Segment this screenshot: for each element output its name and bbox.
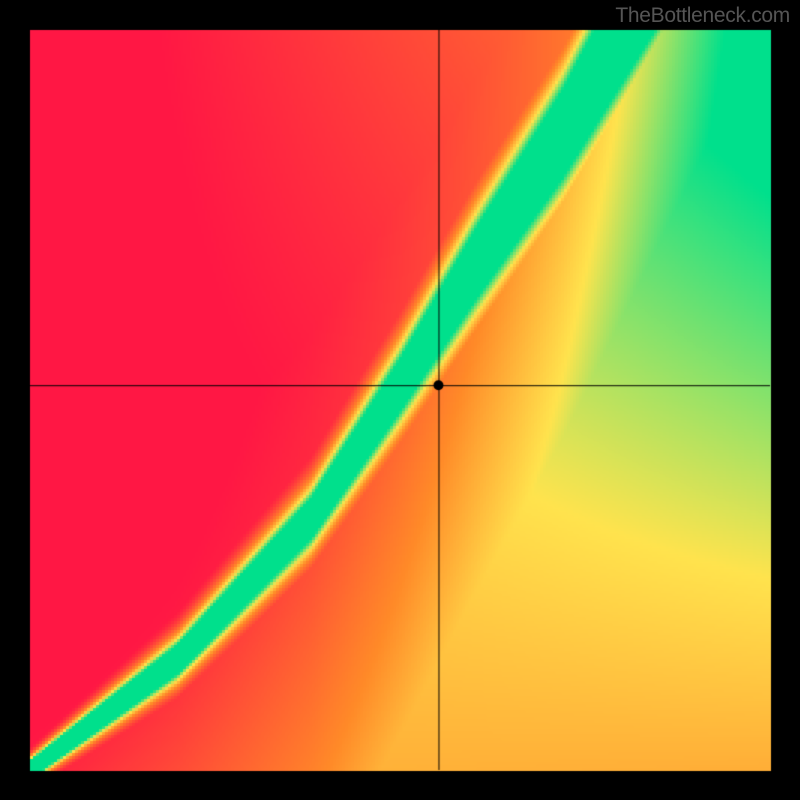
heatmap-canvas bbox=[0, 0, 800, 800]
chart-container: TheBottleneck.com bbox=[0, 0, 800, 800]
watermark-text: TheBottleneck.com bbox=[615, 4, 790, 28]
